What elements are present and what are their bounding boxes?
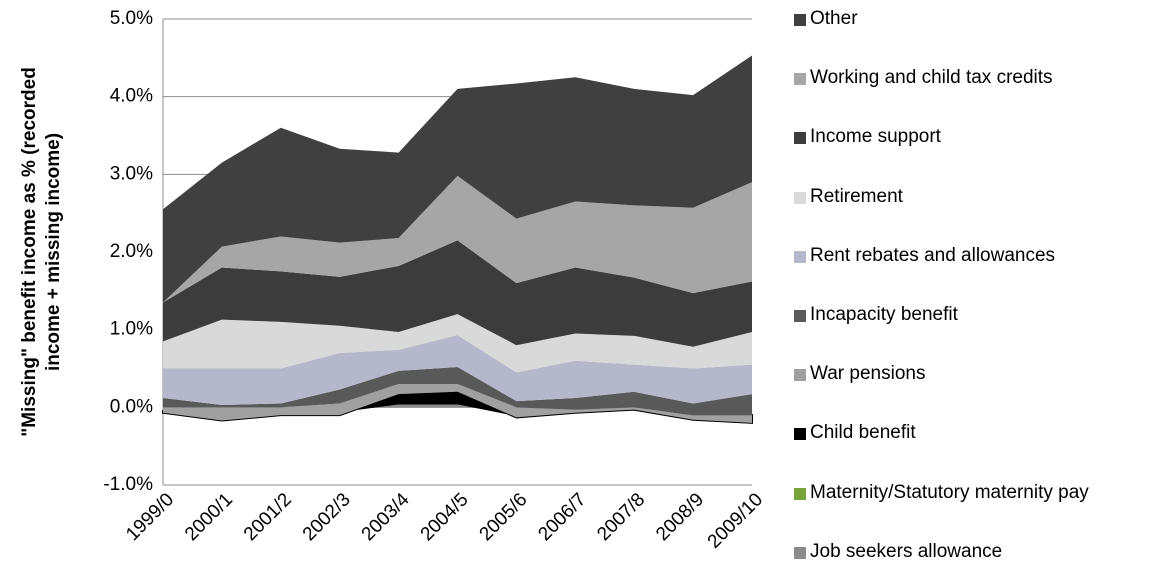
y-tick-label: 0.0% — [110, 396, 153, 417]
legend-item: Rent rebates and allowances — [790, 245, 1090, 267]
y-tick-label: 3.0% — [110, 163, 153, 184]
legend-swatch — [794, 310, 806, 322]
legend-label: Rent rebates and allowances — [810, 244, 1056, 266]
x-tick-label: 2002/3 — [299, 489, 355, 545]
x-tick-label: 2006/7 — [534, 489, 590, 545]
legend-swatch — [794, 191, 806, 204]
legend-label: Job seekers allowance — [810, 540, 1003, 562]
x-tick-label: 2005/6 — [476, 489, 532, 545]
area — [163, 240, 752, 347]
legend-swatch — [794, 428, 806, 441]
x-tick-label: 2000/1 — [181, 489, 237, 545]
legend-label: Maternity/Statutory maternity pay — [810, 481, 1089, 503]
y-tick-label: 2.0% — [110, 241, 153, 262]
legend-swatch — [794, 250, 806, 263]
legend-swatch — [794, 369, 806, 382]
legend-item: Retirement — [790, 186, 1090, 208]
legend-swatch — [794, 546, 806, 559]
legend-item: Maternity/Statutory maternity pay — [790, 482, 1090, 504]
legend-item: Working and child tax credits — [790, 67, 1090, 89]
legend-label: Retirement — [810, 185, 903, 207]
legend-swatch — [794, 132, 806, 145]
x-tick-label: 2007/8 — [593, 489, 649, 545]
x-tick-label: 2001/2 — [240, 489, 296, 545]
legend-item: Income support — [790, 126, 1090, 148]
area — [163, 175, 752, 303]
legend-label: Incapacity benefit — [810, 304, 958, 325]
x-tick-label: 1999/0 — [122, 489, 178, 545]
area — [163, 335, 752, 406]
y-axis-label: "Missing" benefit income as % (recorded i… — [19, 67, 64, 437]
legend-item: Job seekers allowance — [790, 541, 1090, 563]
legend-swatch — [794, 73, 806, 86]
area — [163, 314, 752, 373]
y-tick-label: 5.0% — [110, 8, 153, 29]
x-tick-label: 2004/5 — [417, 489, 473, 545]
legend-swatch — [794, 14, 806, 26]
legend-item: Child benefit — [790, 422, 1090, 444]
legend-label: Other — [810, 8, 858, 29]
area — [163, 384, 752, 423]
legend-swatch — [794, 487, 806, 500]
legend-item: War pensions — [790, 363, 1090, 385]
legend-label: Income support — [810, 126, 941, 148]
legend-label: Working and child tax credits — [810, 67, 1053, 89]
y-tick-label: 4.0% — [110, 86, 153, 107]
x-tick-label: 2008/9 — [652, 489, 708, 545]
y-axis-label-line: income + missing income) — [43, 133, 64, 371]
x-tick-label: 2009/10 — [704, 489, 767, 552]
legend-label: Child benefit — [810, 422, 916, 444]
y-tick-label: 1.0% — [110, 319, 153, 340]
y-axis-label-line: "Missing" benefit income as % (recorded — [19, 67, 40, 437]
area — [163, 55, 752, 303]
legend-item: Incapacity benefit — [790, 304, 1090, 326]
legend-item: Other — [790, 8, 1090, 30]
x-tick-label: 2003/4 — [358, 489, 414, 545]
chart: -1.0% 0.0% 1.0% 2.0% 3.0% 4.0% 5.0% "Missing" b… — [19, 8, 767, 553]
legend-label: War pensions — [810, 363, 926, 385]
area — [163, 366, 752, 416]
y-tick-label: -1.0% — [103, 474, 153, 495]
